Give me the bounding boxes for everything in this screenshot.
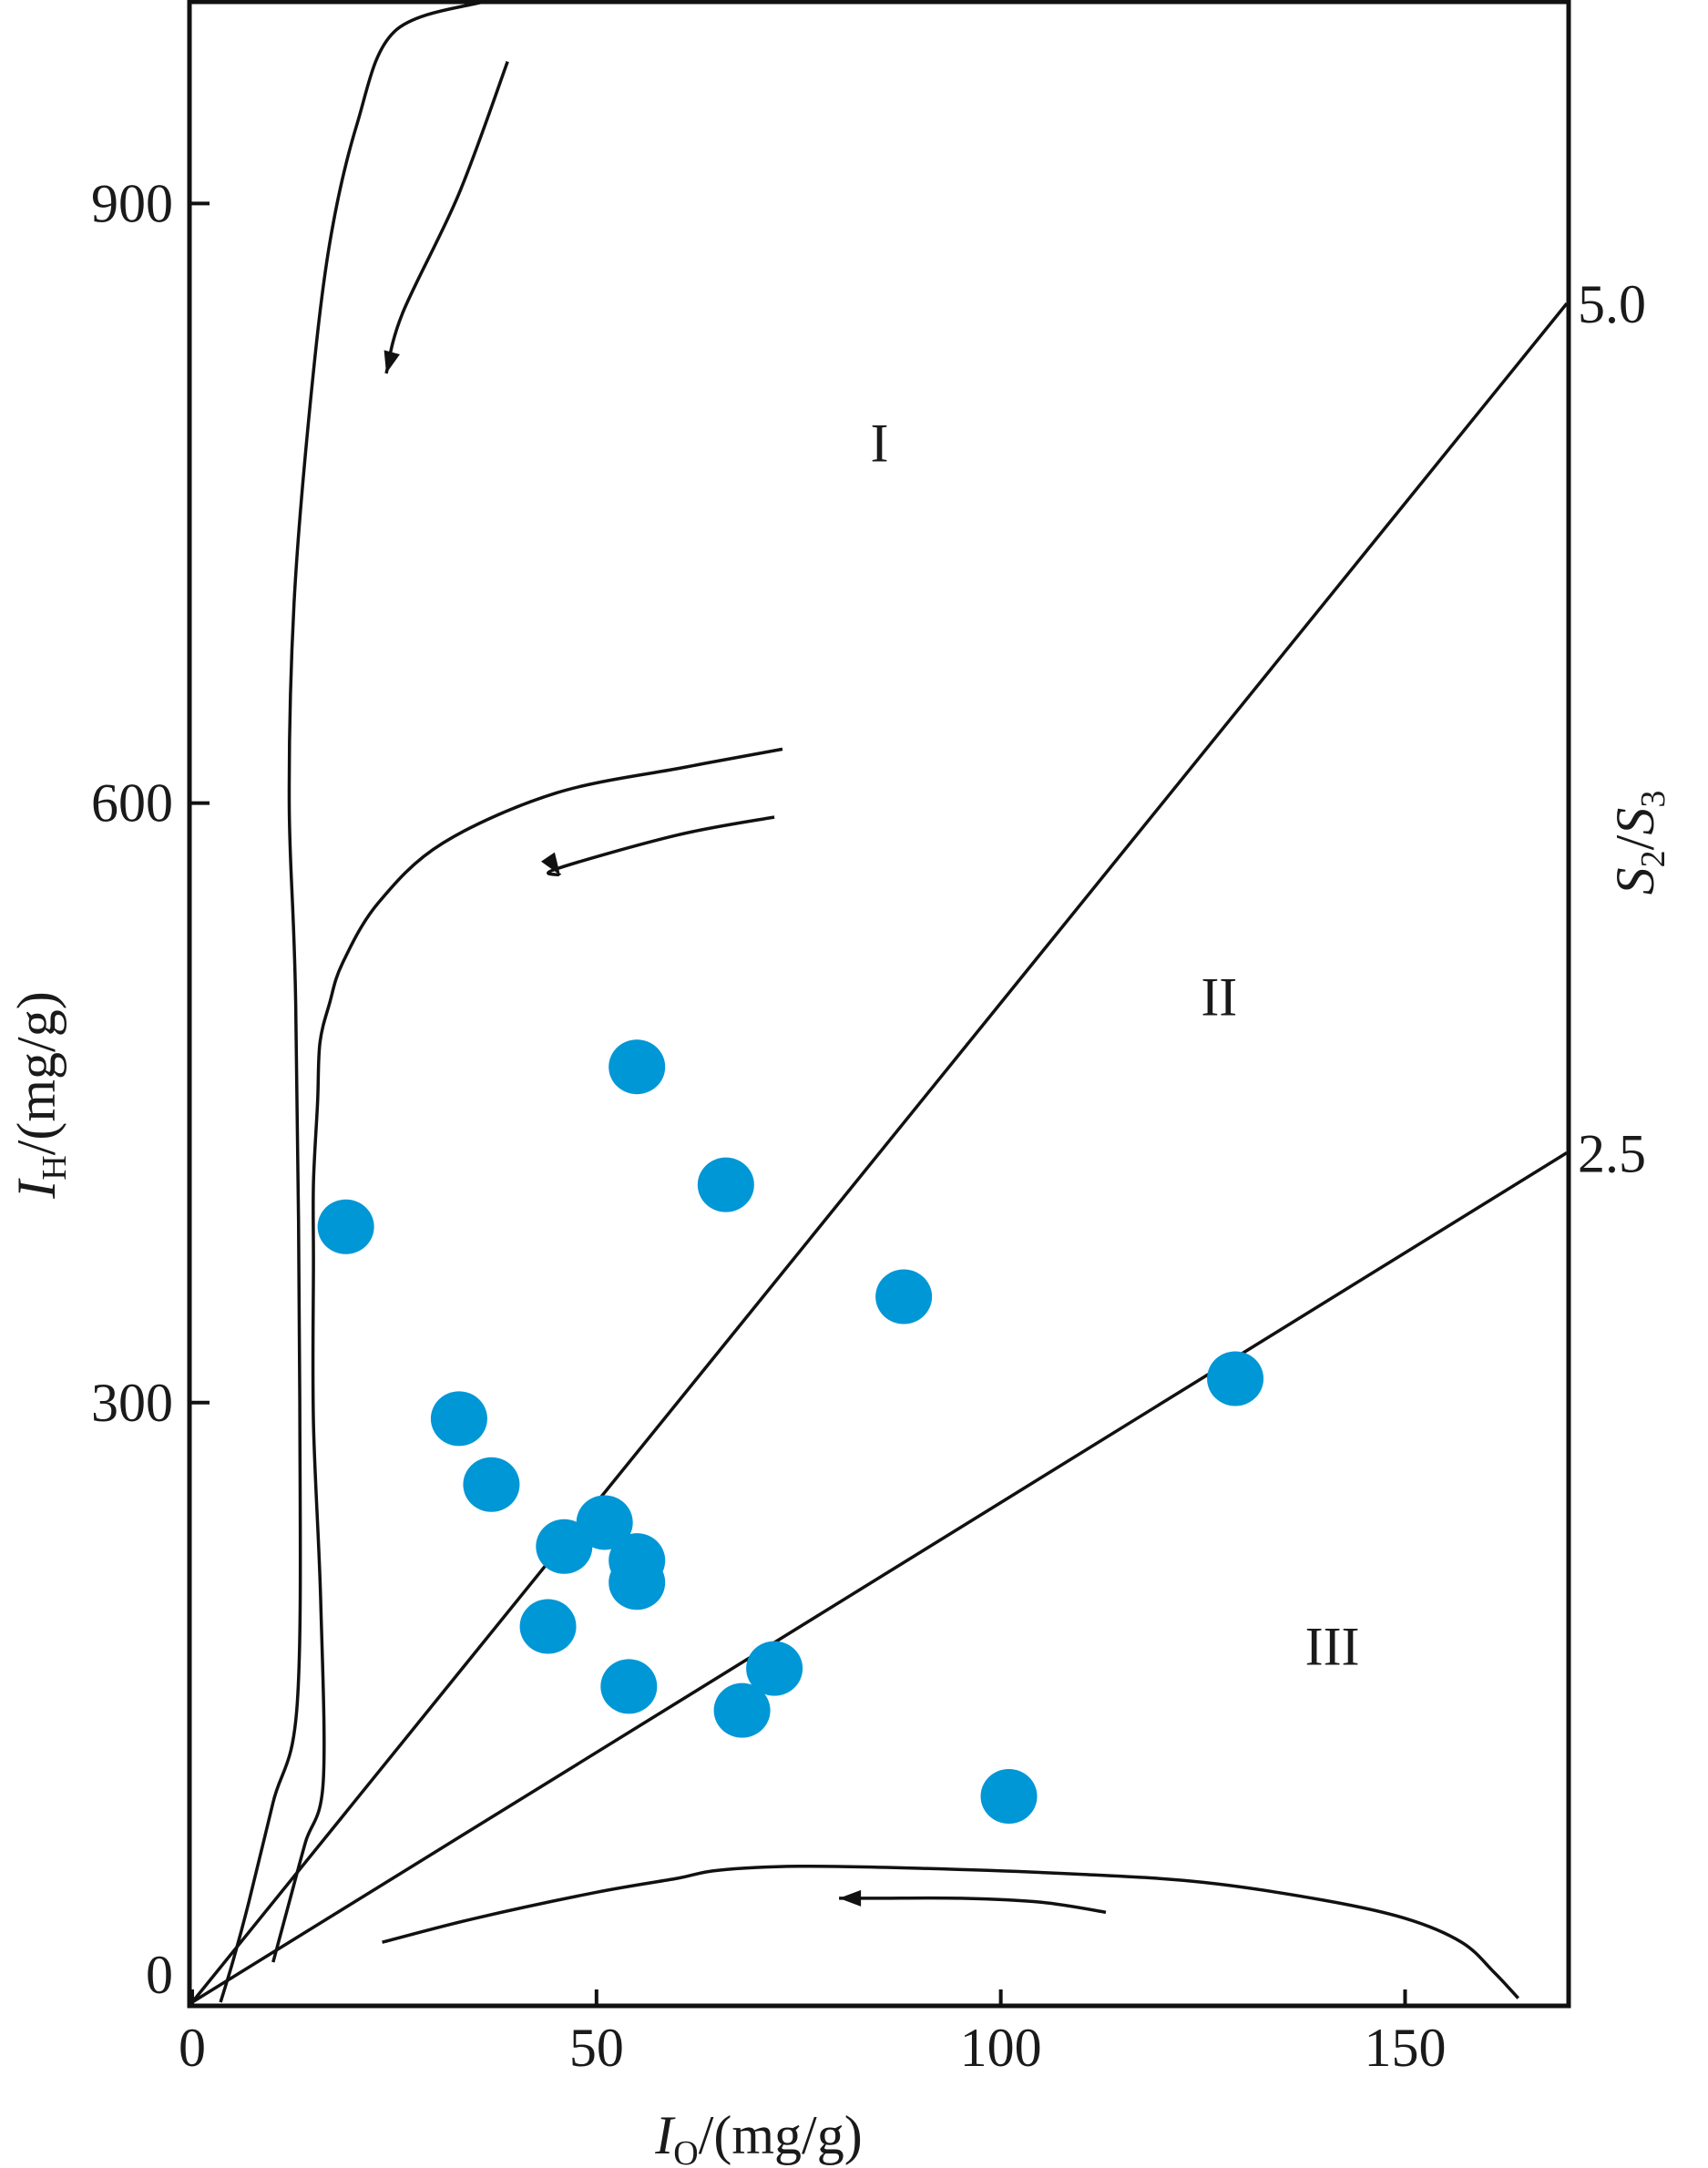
region-label-1: I [871,414,889,474]
evolution-curve-2 [271,747,783,1963]
data-point-6 [430,1391,487,1447]
y-tick-label-1: 0 [146,1945,173,2005]
data-point-3 [317,1199,374,1254]
y-tick-label-3: 600 [91,773,173,833]
chart-labels: I II III 5.0 2.5 IO/(mg/g) IH/(mg/g) S2/… [6,274,1672,2168]
evolution-curves [219,0,1519,2003]
x-axis-label: IO/(mg/g) [654,2105,862,2168]
evolution-curve-3 [382,1864,1519,1999]
data-point-13 [746,1641,803,1696]
y2-label-s2: S [1605,808,1665,835]
y-axis-label-unit: /(mg/g) [6,991,66,1155]
y2-label-sub1: 2 [1634,850,1672,867]
y2-label-slash: / [1605,834,1665,850]
ratio-label-2-5: 2.5 [1578,1124,1646,1184]
y2-axis-label: S2/S3 [1605,791,1672,895]
data-point-15 [713,1682,771,1738]
data-point-2 [697,1157,754,1212]
ratio-line-2 [191,1151,1568,2004]
data-point-16 [980,1769,1038,1825]
x-tick-label-2: 50 [569,2018,624,2078]
data-point-7 [463,1457,520,1512]
data-points [317,1039,1264,1825]
arrow-shaft-2 [547,815,775,877]
x-tick-label-3: 100 [960,2018,1042,2078]
data-point-9 [536,1519,593,1574]
ratio-lines [190,302,1569,2004]
data-point-5 [1207,1351,1264,1406]
y-axis-label: IH/(mg/g) [6,991,74,1199]
plot-frame [187,0,1571,2009]
x-axis-label-sub: O [673,2134,698,2168]
evolution-curve-1 [219,0,485,2003]
data-point-8 [576,1495,633,1550]
ratio-line-1 [190,302,1569,2004]
y-tick-label-2: 300 [91,1373,173,1433]
region-label-2: II [1201,966,1237,1027]
axis-ticks: 0 50 100 150 0 300 600 900 [91,173,1446,2078]
x-tick-label-1: 0 [179,2018,206,2078]
y-axis-label-sub: H [36,1155,74,1180]
arrow-head-1 [384,350,400,373]
arrow-head-3 [839,1889,862,1907]
data-point-1 [609,1039,666,1095]
y2-label-s1: S [1605,867,1665,895]
data-point-4 [875,1269,933,1324]
data-point-14 [600,1659,658,1714]
arrow-shaft-1 [384,60,509,374]
y2-label-sub2: 3 [1634,791,1672,808]
arrow-head-2 [540,852,560,875]
arrow-shaft-3 [839,1896,1107,1915]
x-axis-label-main: I [654,2105,676,2165]
ratio-label-5: 5.0 [1578,274,1646,334]
x-tick-label-4: 150 [1364,2018,1446,2078]
y-tick-label-4: 900 [91,173,173,233]
x-axis-label-unit: /(mg/g) [699,2105,863,2165]
y-axis-label-main: I [6,1178,66,1200]
data-point-12 [519,1599,577,1654]
region-label-3: III [1305,1616,1360,1676]
data-point-11 [609,1555,666,1611]
